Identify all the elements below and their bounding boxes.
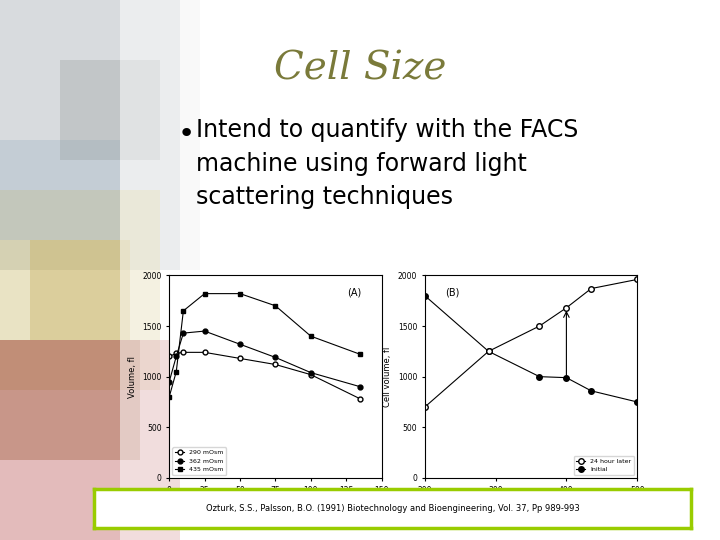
Y-axis label: Cell volume, fl: Cell volume, fl [383, 347, 392, 407]
X-axis label: Time, hr: Time, hr [258, 500, 293, 509]
Text: Cell Size: Cell Size [274, 50, 446, 87]
Text: Ozturk, S.S., Palsson, B.O. (1991) Biotechnology and Bioengineering, Vol. 37, Pp: Ozturk, S.S., Palsson, B.O. (1991) Biote… [205, 504, 580, 513]
Text: Intend to quantify with the FACS
machine using forward light
scattering techniqu: Intend to quantify with the FACS machine… [196, 118, 578, 209]
Bar [0, 190, 160, 390]
Bar [180, 0, 260, 540]
Legend: 290 mOsm, 362 mOsm, 435 mOsm: 290 mOsm, 362 mOsm, 435 mOsm [172, 448, 226, 475]
Y-axis label: Volume, fl: Volume, fl [127, 356, 137, 397]
X-axis label: Osmolarity, mOsm: Osmolarity, mOsm [492, 500, 570, 509]
Bar [0, 340, 180, 540]
Bar [0, 0, 200, 270]
Bar [60, 60, 160, 160]
Text: (A): (A) [347, 288, 361, 298]
Text: (B): (B) [445, 288, 459, 298]
Bar [120, 0, 220, 540]
Bar [0, 140, 120, 240]
Legend: 24 hour later, Initial: 24 hour later, Initial [574, 456, 634, 475]
Bar [30, 240, 130, 340]
Bar [0, 340, 140, 460]
Text: •: • [178, 120, 195, 148]
